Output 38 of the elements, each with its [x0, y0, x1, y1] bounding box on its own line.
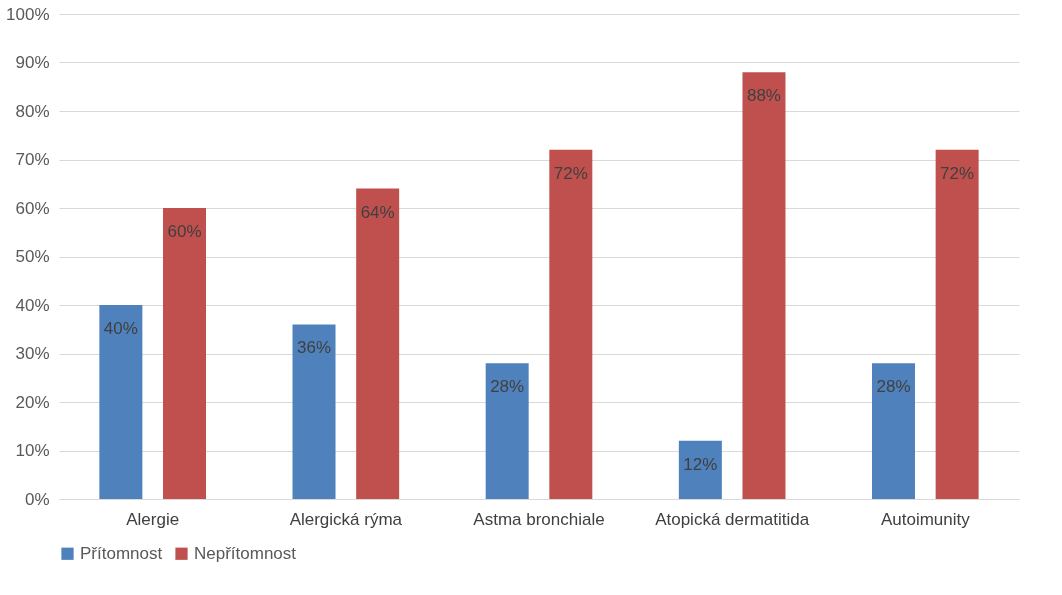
y-tick-label: 100% — [6, 4, 50, 24]
data-label: 72% — [553, 163, 588, 183]
legend-label: Nepřítomnost — [194, 543, 297, 563]
data-label: 72% — [940, 163, 975, 183]
bar — [485, 363, 529, 499]
legend-label: Přítomnost — [80, 543, 163, 563]
y-tick-label: 80% — [15, 101, 50, 121]
y-tick-label: 0% — [24, 489, 50, 509]
data-label: 40% — [103, 319, 138, 338]
x-tick-label: Astma bronchiale — [473, 509, 605, 529]
y-tick-label: 20% — [15, 392, 50, 412]
y-tick-label: 90% — [15, 53, 50, 72]
data-label: 36% — [297, 338, 332, 358]
bar — [292, 324, 336, 499]
x-tick-label: Alergická rýma — [289, 509, 403, 529]
y-tick-label: 60% — [15, 198, 50, 218]
y-tick-label: 40% — [15, 295, 50, 315]
data-label: 60% — [167, 222, 202, 241]
data-label: 28% — [490, 377, 525, 397]
y-tick-label: 30% — [15, 344, 50, 363]
y-tick-label: 10% — [15, 441, 50, 460]
bar — [935, 149, 979, 499]
bar — [742, 72, 786, 499]
bar — [99, 305, 143, 499]
bar — [356, 188, 400, 499]
bar — [678, 440, 722, 499]
bar — [163, 208, 206, 499]
x-tick-label: Autoimunity — [880, 509, 971, 529]
data-label: 88% — [746, 86, 781, 106]
data-label: 12% — [683, 454, 718, 474]
bar — [872, 363, 915, 499]
data-label: 64% — [360, 202, 395, 222]
y-tick-label: 50% — [15, 247, 50, 266]
y-tick-label: 70% — [15, 150, 50, 169]
bar — [549, 149, 593, 499]
x-tick-label: Atopická dermatitida — [655, 509, 810, 529]
x-tick-label: Alergie — [126, 509, 180, 529]
data-label: 28% — [876, 377, 911, 397]
